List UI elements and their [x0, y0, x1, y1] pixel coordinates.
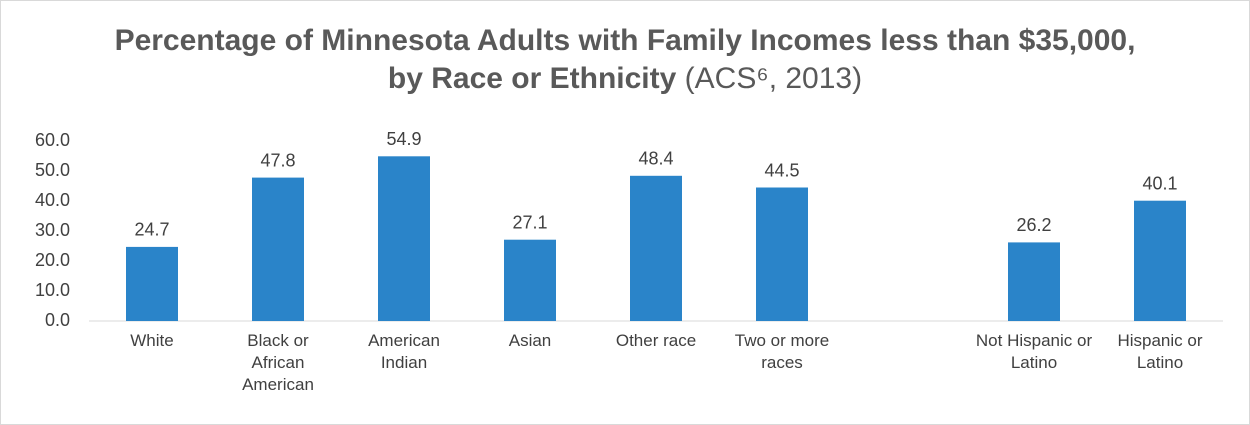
bar	[1134, 200, 1186, 321]
data-label: 26.2	[1016, 215, 1051, 235]
x-tick-label: Two or more races	[734, 331, 830, 372]
bar	[126, 246, 178, 321]
chart-title: Percentage of Minnesota Adults with Fami…	[95, 22, 1155, 98]
x-tick-label: White	[130, 331, 174, 350]
bar	[252, 177, 304, 321]
data-label: 24.7	[134, 220, 169, 240]
x-tick-label: Other race	[615, 331, 697, 350]
x-tick-label: Hispanic or Latino	[1117, 331, 1203, 372]
y-tick-label: 20.0	[35, 250, 70, 270]
title-main: Percentage of Minnesota Adults with Fami…	[114, 24, 1136, 95]
y-tick-label: 10.0	[35, 280, 70, 300]
y-tick-label: 50.0	[35, 160, 70, 180]
y-tick-label: 40.0	[35, 190, 70, 210]
bar	[504, 239, 556, 321]
bar	[378, 156, 430, 321]
y-tick-label: 60.0	[35, 130, 70, 150]
data-label: 27.1	[512, 212, 547, 232]
y-tick-label: 0.0	[45, 310, 70, 330]
data-label: 54.9	[386, 129, 421, 149]
bar	[1008, 242, 1060, 321]
x-tick-label: Not Hispanic or Latino	[975, 331, 1093, 372]
y-tick-label: 30.0	[35, 220, 70, 240]
data-label: 47.8	[260, 150, 295, 170]
data-label: 44.5	[764, 160, 799, 180]
data-label: 40.1	[1142, 173, 1177, 193]
bar	[756, 187, 808, 321]
bar	[630, 175, 682, 321]
x-tick-label: Asian	[508, 331, 552, 350]
x-tick-label: American Indian	[368, 331, 440, 372]
title-note: (ACS⁶, 2013)	[684, 62, 863, 95]
data-label: 48.4	[638, 149, 673, 169]
x-tick-label: Black or African American	[242, 331, 314, 394]
